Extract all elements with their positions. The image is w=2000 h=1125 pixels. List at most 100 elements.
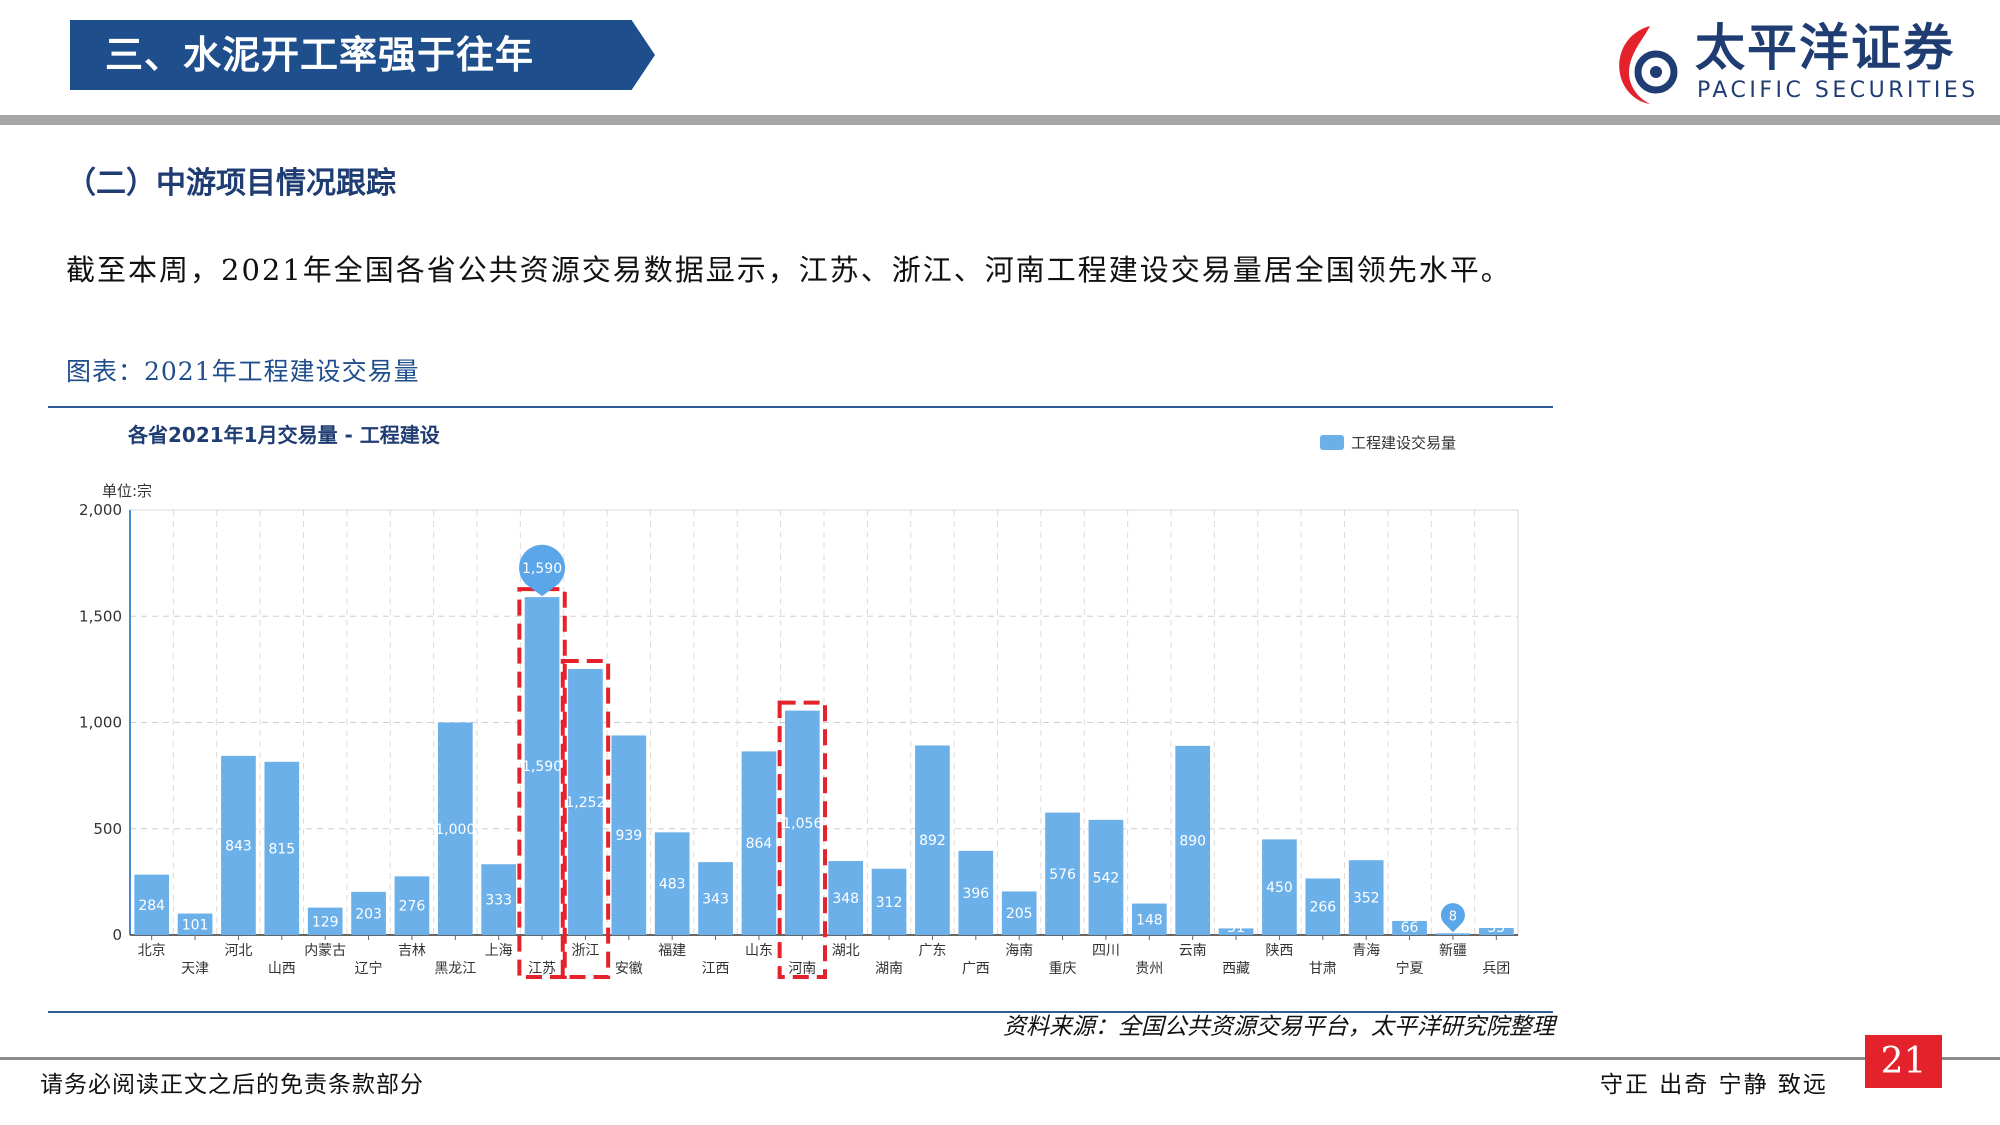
section-title: （二）中游项目情况跟踪 <box>66 166 396 201</box>
bar <box>784 710 820 935</box>
x-tick-label: 海南 <box>1005 943 1033 959</box>
unit-label: 单位:宗 <box>102 482 152 500</box>
bar <box>307 907 343 935</box>
y-tick-label: 1,000 <box>79 714 122 732</box>
bar <box>394 876 430 935</box>
page-title: 三、水泥开工率强于往年 <box>105 33 535 77</box>
x-tick-label: 山西 <box>268 961 296 977</box>
bar <box>1131 903 1167 935</box>
footer-divider <box>0 1057 2000 1060</box>
data-label: 1,252 <box>565 795 605 811</box>
x-tick-label: 天津 <box>181 961 209 977</box>
x-tick-label: 贵州 <box>1135 961 1163 977</box>
data-label: 284 <box>138 898 165 914</box>
x-tick-label: 安徽 <box>615 961 643 977</box>
data-label: 101 <box>182 917 209 933</box>
data-label: 129 <box>312 914 339 930</box>
x-tick-label: 四川 <box>1092 943 1120 959</box>
data-label: 483 <box>659 877 686 893</box>
x-tick-label: 陕西 <box>1265 943 1293 959</box>
bar <box>437 722 473 935</box>
data-label: 576 <box>1049 867 1076 883</box>
legend-swatch <box>1320 435 1344 450</box>
bar <box>1088 819 1124 935</box>
bar <box>828 861 864 935</box>
data-label: 450 <box>1266 880 1293 896</box>
bar <box>654 832 690 935</box>
data-label: 312 <box>876 895 903 911</box>
x-tick-label: 内蒙古 <box>304 943 346 959</box>
x-tick-label: 河南 <box>788 961 816 977</box>
bar <box>524 597 560 935</box>
data-label: 31 <box>1227 920 1245 936</box>
bar <box>611 735 647 935</box>
x-tick-label: 广西 <box>962 961 990 977</box>
x-tick-label: 甘肃 <box>1309 961 1337 977</box>
x-tick-label: 湖南 <box>875 961 903 977</box>
logo-name-en: PACIFIC SECURITIES <box>1697 78 1979 103</box>
x-tick-label: 山东 <box>745 943 773 959</box>
data-label: 939 <box>615 828 642 844</box>
y-tick-label: 0 <box>112 926 122 944</box>
bar <box>1392 920 1427 935</box>
chart-title: 各省2021年1月交易量 - 工程建设 <box>127 423 440 447</box>
y-tick-label: 500 <box>93 820 122 838</box>
bar <box>915 745 950 935</box>
highlight-box <box>517 587 567 979</box>
bar <box>351 891 386 935</box>
bar <box>1218 928 1254 935</box>
data-label: 148 <box>1136 912 1163 928</box>
x-tick-label: 吉林 <box>398 943 426 959</box>
y-tick-label: 2,000 <box>79 501 122 519</box>
data-label: 205 <box>1006 906 1033 922</box>
data-label: 892 <box>919 833 946 849</box>
data-label: 66 <box>1401 920 1419 936</box>
bar <box>741 751 777 935</box>
bar <box>1435 933 1471 935</box>
bar <box>1001 891 1037 935</box>
figure-caption: 图表：2021年工程建设交易量 <box>66 357 420 386</box>
x-tick-label: 上海 <box>485 943 513 959</box>
x-tick-label: 北京 <box>138 943 166 959</box>
y-tick-label: 1,500 <box>79 607 122 625</box>
bar <box>177 913 213 935</box>
x-tick-label: 广东 <box>918 943 946 959</box>
data-label: 542 <box>1093 870 1120 886</box>
bar <box>1175 745 1211 935</box>
data-label: 1,056 <box>782 816 822 832</box>
bar <box>568 668 603 935</box>
data-label: 343 <box>702 892 729 908</box>
data-label: 276 <box>399 899 426 915</box>
x-tick-label: 兵团 <box>1482 961 1510 977</box>
data-label: 333 <box>485 893 512 909</box>
min-marker-label: 8 <box>1449 909 1457 924</box>
x-tick-label: 青海 <box>1352 943 1380 959</box>
logo-name-cn: 太平洋证券 <box>1695 19 1955 77</box>
header-banner <box>70 20 655 90</box>
x-tick-label: 云南 <box>1179 943 1207 959</box>
x-tick-label: 江西 <box>702 961 730 977</box>
pacific-logo-icon <box>1619 26 1678 104</box>
bar <box>1305 878 1341 935</box>
bar <box>958 850 994 935</box>
x-tick-label: 福建 <box>658 943 686 959</box>
x-tick-label: 湖北 <box>832 943 860 959</box>
x-tick-label: 辽宁 <box>355 960 383 977</box>
min-marker <box>1440 903 1465 933</box>
data-label: 1,000 <box>435 822 475 838</box>
data-label: 843 <box>225 838 252 854</box>
data-label: 815 <box>268 841 295 857</box>
header-divider <box>0 115 2000 125</box>
x-tick-label: 浙江 <box>571 943 599 959</box>
x-tick-label: 黑龙江 <box>434 961 476 977</box>
x-tick-label: 河北 <box>224 943 252 959</box>
legend-label: 工程建设交易量 <box>1351 434 1456 452</box>
bar <box>871 868 907 935</box>
x-tick-label: 重庆 <box>1049 961 1077 977</box>
data-label: 203 <box>355 906 382 922</box>
figure-top-rule <box>48 406 1553 408</box>
x-tick-label: 宁夏 <box>1396 960 1424 977</box>
bar <box>264 761 300 935</box>
data-label: 864 <box>746 836 773 852</box>
